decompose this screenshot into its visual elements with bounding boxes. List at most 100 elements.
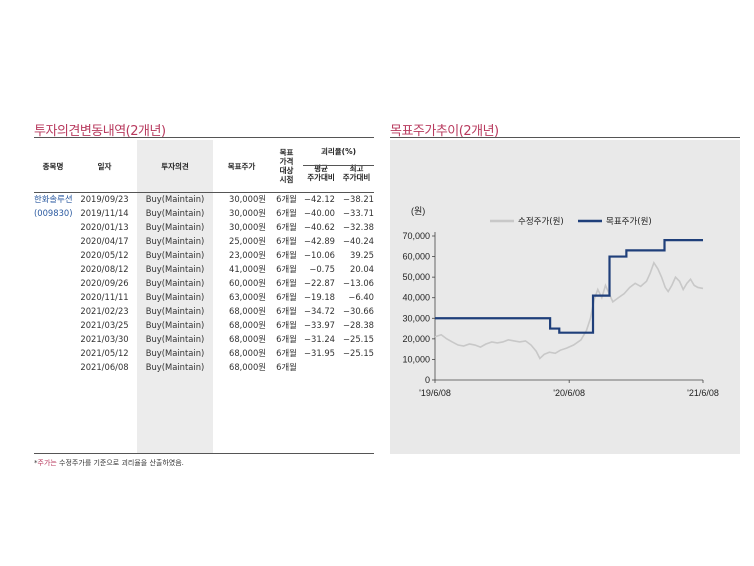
- target-series-line: [435, 239, 703, 334]
- cell-date: 2019/11/14: [80, 208, 129, 218]
- header-max-line: 주가대비: [342, 173, 371, 182]
- footnote-text: 수정주가를 기준으로 괴리율을 산출하였음.: [56, 459, 184, 467]
- cell-period: 6개월: [276, 236, 297, 246]
- cell-opinion: Buy(Maintain): [145, 306, 205, 316]
- header-period-line: 대상: [279, 166, 294, 175]
- cell-avg: [303, 360, 339, 374]
- cell-period: 6개월: [276, 348, 297, 358]
- table-row: 한화솔루션 2019/09/23 Buy(Maintain) 30,000원 6개월 −4…: [34, 192, 374, 206]
- cell-max: 39.25: [350, 250, 374, 260]
- cell-opinion: Buy(Maintain): [145, 334, 205, 344]
- header-avg-line: 주가대비: [307, 173, 335, 182]
- footnote-highlight: 주가는: [37, 459, 57, 467]
- cell-opinion: Buy(Maintain): [145, 264, 205, 274]
- cell-target: 60,000원: [228, 278, 266, 288]
- cell-period: 6개월: [276, 362, 297, 372]
- table-row: 2021/05/12 Buy(Maintain) 68,000원 6개월 −31.95−…: [34, 346, 374, 360]
- company-cell: [34, 360, 72, 374]
- y-tick-label: 60,000: [402, 252, 430, 262]
- cell-date: 2020/11/11: [80, 292, 129, 302]
- header-name: 종목명: [42, 161, 64, 171]
- header-period-line: 가격: [279, 157, 294, 166]
- cell-date: 2020/09/26: [80, 278, 129, 288]
- company-cell: [34, 248, 72, 262]
- header-gap: 괴리율(%): [320, 147, 357, 156]
- chart-svg: (원) 0 10,000 20,000 30,000 40,000 50,000 60,000…: [402, 206, 719, 398]
- header-period-line: 목표: [279, 148, 294, 157]
- cell-target: 30,000원: [228, 208, 266, 218]
- cell-target: 30,000원: [228, 222, 266, 232]
- cell-period: 6개월: [276, 320, 297, 330]
- chart-section-title: 목표주가추이(2개년): [390, 124, 499, 139]
- cell-avg: −31.24: [304, 334, 335, 344]
- cell-avg: −31.95: [304, 348, 335, 358]
- cell-date: 2020/04/17: [80, 236, 129, 246]
- cell-target: 23,000원: [228, 250, 266, 260]
- cell-max: −30.66: [343, 306, 374, 316]
- cell-opinion: Buy(Maintain): [145, 236, 205, 246]
- cell-target: 68,000원: [228, 348, 266, 358]
- cell-target: 68,000원: [228, 334, 266, 344]
- cell-period: 6개월: [276, 278, 297, 288]
- company-name: 한화솔루션: [34, 194, 73, 204]
- cell-opinion: Buy(Maintain): [145, 278, 205, 288]
- cell-avg: −19.18: [304, 292, 335, 302]
- table-row: 2020/04/17 Buy(Maintain) 25,000원 6개월 −42.89−…: [34, 234, 374, 248]
- table-bottom-rule: [34, 453, 374, 454]
- cell-avg: −42.89: [304, 236, 335, 246]
- cell-avg: −40.62: [304, 222, 335, 232]
- table-header-rule: [34, 192, 374, 193]
- x-tick-label: '21/6/08: [687, 388, 719, 398]
- cell-avg: −22.87: [304, 278, 335, 288]
- cell-target: 68,000원: [228, 306, 266, 316]
- table-row: 2020/05/12 Buy(Maintain) 23,000원 6개월 −10.06 3…: [34, 248, 374, 262]
- header-period-line: 시점: [279, 175, 294, 184]
- header-target: 목표주가: [227, 161, 256, 171]
- cell-period: 6개월: [276, 194, 297, 204]
- price-series-line: [434, 260, 704, 360]
- header-max-line: 최고: [349, 164, 364, 173]
- gap-subheader-rule: [303, 165, 374, 166]
- cell-period: 6개월: [276, 306, 297, 316]
- cell-max: −6.40: [348, 292, 374, 302]
- target-price-chart: (원) 0 10,000 20,000 30,000 40,000 50,000 60,000…: [390, 140, 740, 454]
- company-cell: [34, 318, 72, 332]
- cell-max: −13.06: [343, 278, 374, 288]
- y-tick-label: 40,000: [402, 293, 430, 303]
- cell-opinion: Buy(Maintain): [145, 222, 205, 232]
- table-row: 2021/03/25 Buy(Maintain) 68,000원 6개월 −33.97−…: [34, 318, 374, 332]
- cell-target: 63,000원: [228, 292, 266, 302]
- x-tick-label: '19/6/08: [419, 388, 451, 398]
- cell-period: 6개월: [276, 222, 297, 232]
- company-cell: [34, 262, 72, 276]
- company-cell: [34, 290, 72, 304]
- table-top-rule: [34, 137, 374, 138]
- table-row: 2021/03/30 Buy(Maintain) 68,000원 6개월 −31.24−…: [34, 332, 374, 346]
- cell-period: 6개월: [276, 264, 297, 274]
- header-opinion: 투자의견: [161, 161, 189, 171]
- cell-max: −38.21: [343, 194, 374, 204]
- table-row: 2021/02/23 Buy(Maintain) 68,000원 6개월 −34.72−…: [34, 304, 374, 318]
- x-tick-label: '20/6/08: [553, 388, 585, 398]
- cell-max: −28.38: [343, 320, 374, 330]
- company-cell: [34, 346, 72, 360]
- company-cell: [34, 234, 72, 248]
- y-axis-label: (원): [411, 206, 425, 216]
- cell-max: [339, 360, 374, 374]
- cell-date: 2020/01/13: [80, 222, 129, 232]
- company-cell: [34, 332, 72, 346]
- cell-opinion: Buy(Maintain): [145, 208, 205, 218]
- cell-avg: −33.97: [304, 320, 335, 330]
- cell-opinion: Buy(Maintain): [145, 194, 205, 204]
- table-row: (009830) 2019/11/14 Buy(Maintain) 30,000원 6개…: [34, 206, 374, 220]
- cell-max: −40.24: [343, 236, 374, 246]
- y-tick-label: 30,000: [402, 313, 430, 323]
- header-max: 최고 주가대비: [339, 164, 374, 182]
- header-avg: 평균 주가대비: [303, 164, 339, 182]
- cell-target: 30,000원: [228, 194, 266, 204]
- legend-label: 수정주가(원): [518, 216, 564, 227]
- table-row: 2020/08/12 Buy(Maintain) 41,000원 6개월 −0.75 20…: [34, 262, 374, 276]
- cell-date: 2021/06/08: [80, 362, 129, 372]
- cell-max: −32.38: [343, 222, 374, 232]
- footnote: *주가는 수정주가를 기준으로 괴리율을 산출하였음.: [34, 458, 184, 468]
